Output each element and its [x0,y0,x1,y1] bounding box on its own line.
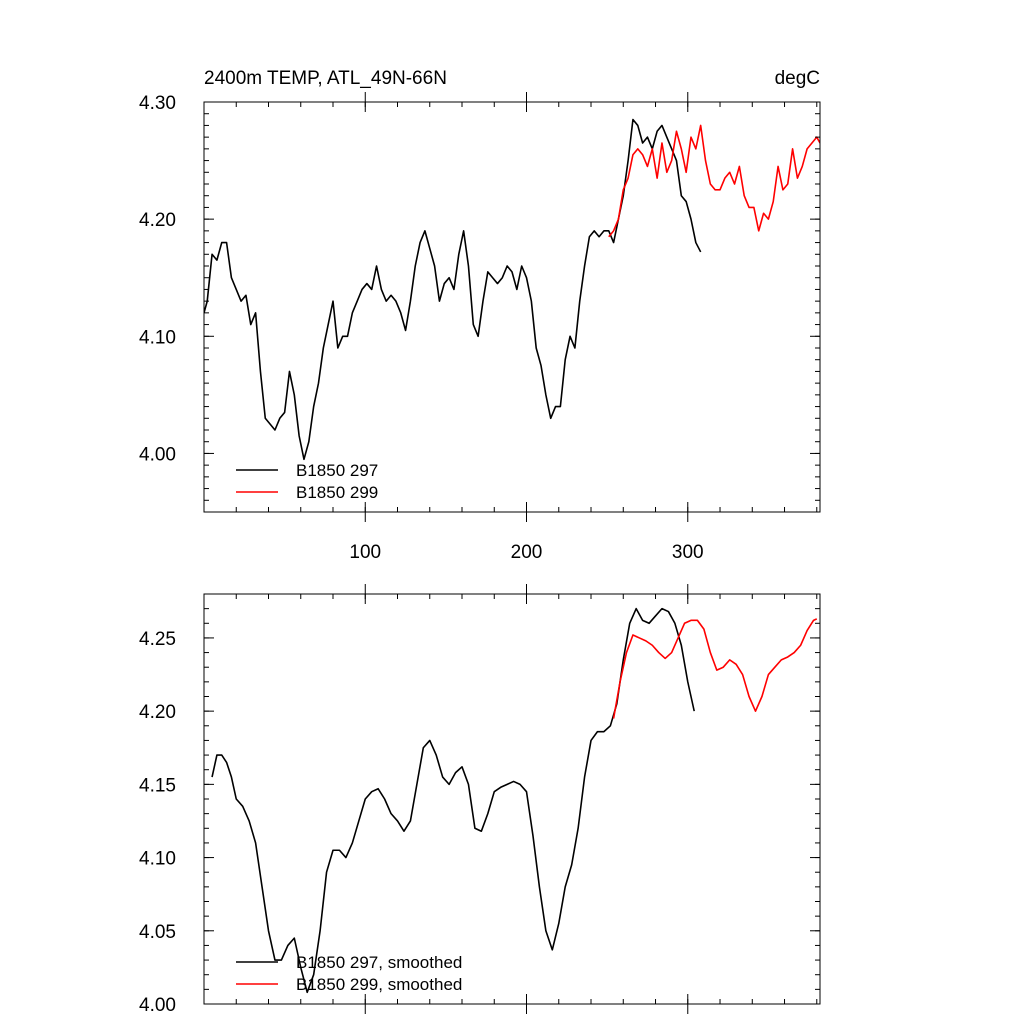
x-tick-label: 300 [672,542,704,563]
y-tick-label: 4.20 [139,702,176,723]
y-tick-label: 4.10 [139,327,176,348]
y-tick-label: 4.10 [139,849,176,870]
top-panel: 2400m TEMP, ATL_49N-66N degC 4.00 4.10 4.2… [139,68,821,563]
y-tick-label: 4.00 [139,444,176,465]
series-line-1 [608,124,820,238]
y-tick-label: 4.05 [139,922,176,943]
series-line-0 [211,607,696,994]
series-line-1 [612,618,818,719]
series-line-0 [204,118,702,461]
x-tick-label: 200 [511,542,543,563]
x-tick-label: 100 [349,542,381,563]
y-tick-label: 4.15 [139,775,176,796]
plot-frame [203,593,821,1005]
y-tick-label: 4.25 [139,629,176,650]
y-tick-label: 4.00 [139,995,176,1016]
units-label: degC [775,68,820,89]
chart-title: 2400m TEMP, ATL_49N-66N [204,68,447,89]
legend-label-1: B1850 299 [296,483,378,502]
legend-label-0: B1850 297 [296,461,378,480]
legend-label-0: B1850 297, smoothed [296,953,462,972]
legend-label-1: B1850 299, smoothed [296,975,462,994]
bottom-panel: 4.00 4.05 4.10 4.15 4.20 4.25 B1850 297, smoo… [139,584,821,1016]
y-tick-label: 4.20 [139,210,176,231]
plot-frame [203,101,821,513]
y-tick-label: 4.30 [139,93,176,114]
